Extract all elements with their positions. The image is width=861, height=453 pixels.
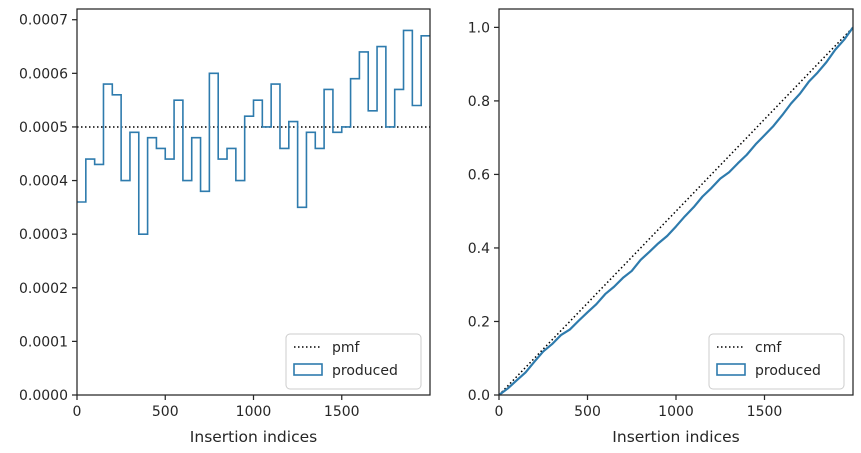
cmf-y-tick-label: 0.8 xyxy=(468,94,490,110)
cmf-y-tick-label: 0.0 xyxy=(468,388,490,404)
cmf-x-axis-label: Insertion indices xyxy=(612,428,739,446)
pmf-x-tick-label: 500 xyxy=(152,404,179,420)
pmf-x-tick-label: 1500 xyxy=(324,404,360,420)
cmf-plot-area xyxy=(499,26,853,395)
pmf-tick-layer: 0 500 1000 1500 0.0000 0.0001 0.0002 0.0003 0.00… xyxy=(19,13,360,420)
cmf-data-layer xyxy=(499,26,853,395)
produced-legend-label: produced xyxy=(332,363,398,379)
cmf-x-tick-label: 500 xyxy=(574,404,601,420)
produced-legend-swatch xyxy=(293,363,323,376)
cmf-x-tick-label: 0 xyxy=(495,404,504,420)
pmf-axes-frame xyxy=(76,8,431,396)
cmf-x-tick-label: 1000 xyxy=(658,404,694,420)
cmf-legend: cmf produced xyxy=(708,333,845,390)
cmf-x-tick-label: 1500 xyxy=(747,404,783,420)
pmf-chart: 0 500 1000 1500 0.0000 0.0001 0.0002 0.0003 0.00… xyxy=(19,8,431,446)
cmf-y-tick-label: 0.4 xyxy=(468,241,490,257)
pmf-y-tick-label: 0.0002 xyxy=(19,281,68,297)
pmf-y-tick-label: 0.0005 xyxy=(19,120,68,136)
pmf-x-tick-label: 0 xyxy=(73,404,82,420)
pmf-y-tick-label: 0.0006 xyxy=(19,66,68,82)
pmf-plot-area xyxy=(77,29,430,235)
pmf-legend-label: pmf xyxy=(332,340,361,356)
pmf-y-tick-label: 0.0007 xyxy=(19,13,68,29)
cmf-line xyxy=(499,26,853,395)
pmf-x-axis-label: Insertion indices xyxy=(190,428,317,446)
produced-legend-swatch xyxy=(716,363,746,376)
produced-histogram-step xyxy=(77,29,430,235)
cmf-tick-layer: 0 500 1000 1500 0.0 0.2 0.4 0.6 0.8 1.0 xyxy=(468,20,783,420)
pmf-legend: pmf produced xyxy=(285,333,422,390)
pmf-y-tick-label: 0.0003 xyxy=(19,227,68,243)
pmf-data-layer xyxy=(77,29,430,235)
cmf-y-tick-label: 0.6 xyxy=(468,167,490,183)
pmf-y-tick-label: 0.0004 xyxy=(19,174,68,190)
cmf-legend-label: cmf xyxy=(755,340,782,356)
produced-legend-label: produced xyxy=(755,363,821,379)
cmf-axes-frame xyxy=(498,8,854,396)
cmf-y-tick-label: 1.0 xyxy=(468,20,490,36)
produced-cumulative-line xyxy=(499,26,853,395)
cmf-chart: 0 500 1000 1500 0.0 0.2 0.4 0.6 0.8 1.0 Insertion… xyxy=(468,8,854,446)
pmf-x-tick-label: 1000 xyxy=(236,404,272,420)
cmf-y-tick-label: 0.2 xyxy=(468,314,490,330)
pmf-y-tick-label: 0.0000 xyxy=(19,388,68,404)
pmf-y-tick-label: 0.0001 xyxy=(19,334,68,350)
